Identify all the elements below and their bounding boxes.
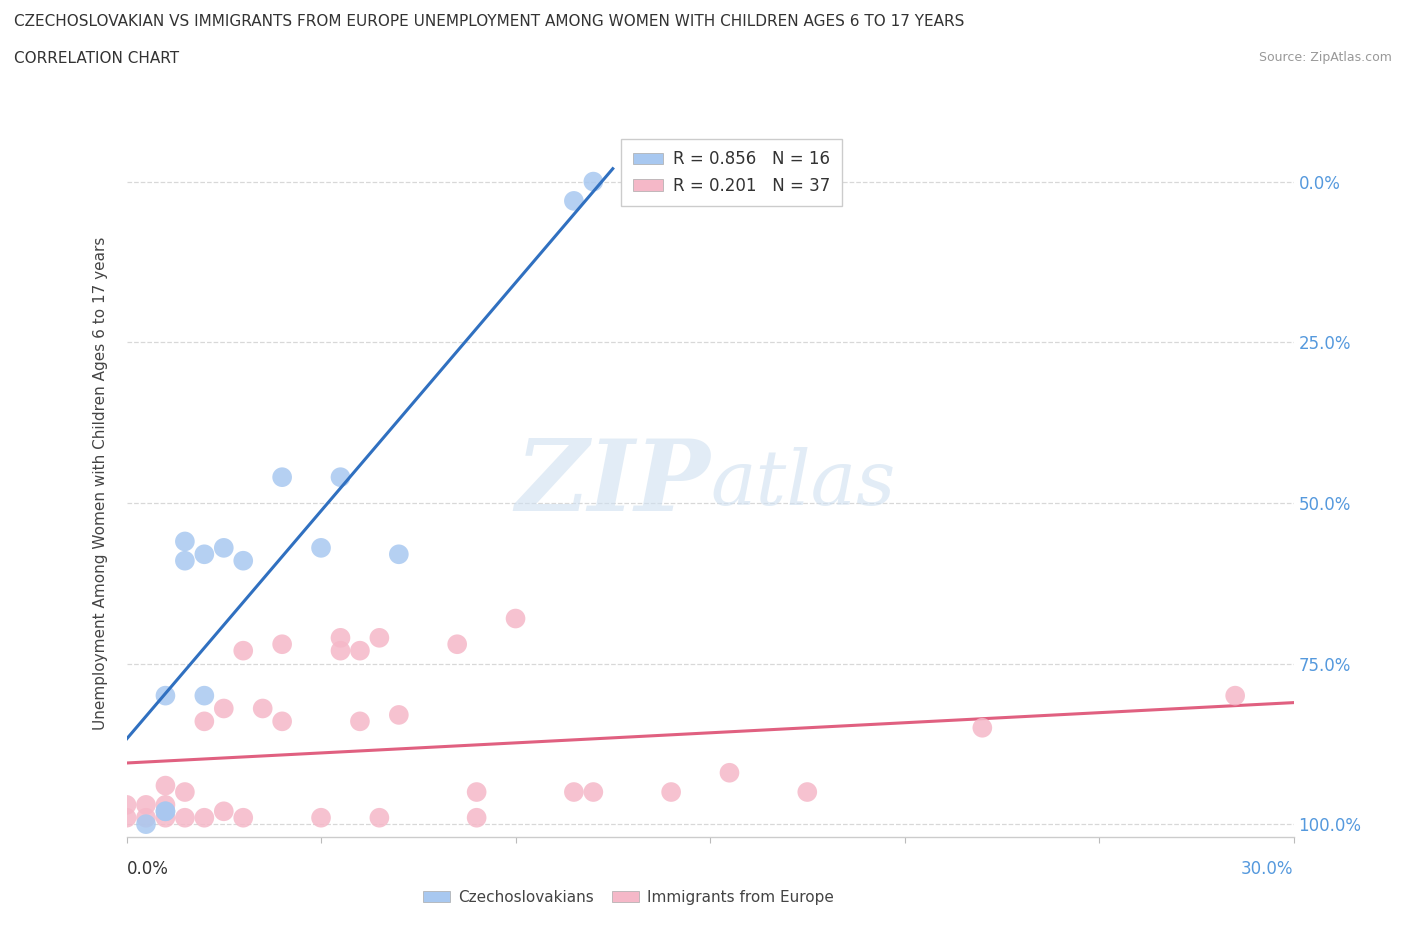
Point bbox=[271, 470, 294, 485]
Point bbox=[368, 631, 391, 645]
Point bbox=[972, 721, 994, 736]
Point bbox=[174, 553, 197, 568]
Point bbox=[329, 470, 352, 485]
Point bbox=[212, 540, 235, 555]
Point bbox=[329, 631, 352, 645]
Point bbox=[174, 785, 197, 800]
Point bbox=[193, 547, 215, 562]
Point bbox=[174, 810, 197, 825]
Point bbox=[349, 644, 371, 658]
Point bbox=[1223, 688, 1246, 703]
Point bbox=[309, 540, 332, 555]
Point bbox=[465, 785, 488, 800]
Point bbox=[562, 785, 585, 800]
Text: atlas: atlas bbox=[710, 446, 896, 521]
Point bbox=[329, 644, 352, 658]
Point bbox=[505, 611, 527, 626]
Point bbox=[174, 534, 197, 549]
Text: 30.0%: 30.0% bbox=[1241, 860, 1294, 878]
Point bbox=[135, 810, 157, 825]
Point bbox=[193, 810, 215, 825]
Point bbox=[232, 553, 254, 568]
Point bbox=[465, 810, 488, 825]
Point bbox=[446, 637, 468, 652]
Point bbox=[718, 765, 741, 780]
Text: ZIP: ZIP bbox=[515, 435, 710, 532]
Point bbox=[135, 817, 157, 831]
Y-axis label: Unemployment Among Women with Children Ages 6 to 17 years: Unemployment Among Women with Children A… bbox=[93, 237, 108, 730]
Legend: Czechoslovakians, Immigrants from Europe: Czechoslovakians, Immigrants from Europe bbox=[416, 884, 839, 910]
Point bbox=[796, 785, 818, 800]
Point bbox=[309, 810, 332, 825]
Point bbox=[232, 644, 254, 658]
Point bbox=[155, 778, 177, 793]
Text: 0.0%: 0.0% bbox=[127, 860, 169, 878]
Point bbox=[388, 547, 411, 562]
Point bbox=[349, 714, 371, 729]
Point bbox=[271, 714, 294, 729]
Point bbox=[271, 637, 294, 652]
Point bbox=[135, 797, 157, 812]
Point bbox=[252, 701, 274, 716]
Point bbox=[115, 797, 138, 812]
Point bbox=[388, 708, 411, 723]
Point bbox=[155, 797, 177, 812]
Point bbox=[155, 688, 177, 703]
Point bbox=[155, 804, 177, 818]
Point bbox=[193, 688, 215, 703]
Point bbox=[212, 701, 235, 716]
Text: CZECHOSLOVAKIAN VS IMMIGRANTS FROM EUROPE UNEMPLOYMENT AMONG WOMEN WITH CHILDREN: CZECHOSLOVAKIAN VS IMMIGRANTS FROM EUROP… bbox=[14, 14, 965, 29]
Point bbox=[115, 810, 138, 825]
Point bbox=[368, 810, 391, 825]
Point bbox=[659, 785, 682, 800]
Text: Source: ZipAtlas.com: Source: ZipAtlas.com bbox=[1258, 51, 1392, 64]
Point bbox=[155, 804, 177, 818]
Point bbox=[212, 804, 235, 818]
Text: CORRELATION CHART: CORRELATION CHART bbox=[14, 51, 179, 66]
Point bbox=[232, 810, 254, 825]
Point bbox=[155, 810, 177, 825]
Point bbox=[582, 174, 605, 189]
Point bbox=[562, 193, 585, 208]
Point bbox=[582, 785, 605, 800]
Point bbox=[193, 714, 215, 729]
